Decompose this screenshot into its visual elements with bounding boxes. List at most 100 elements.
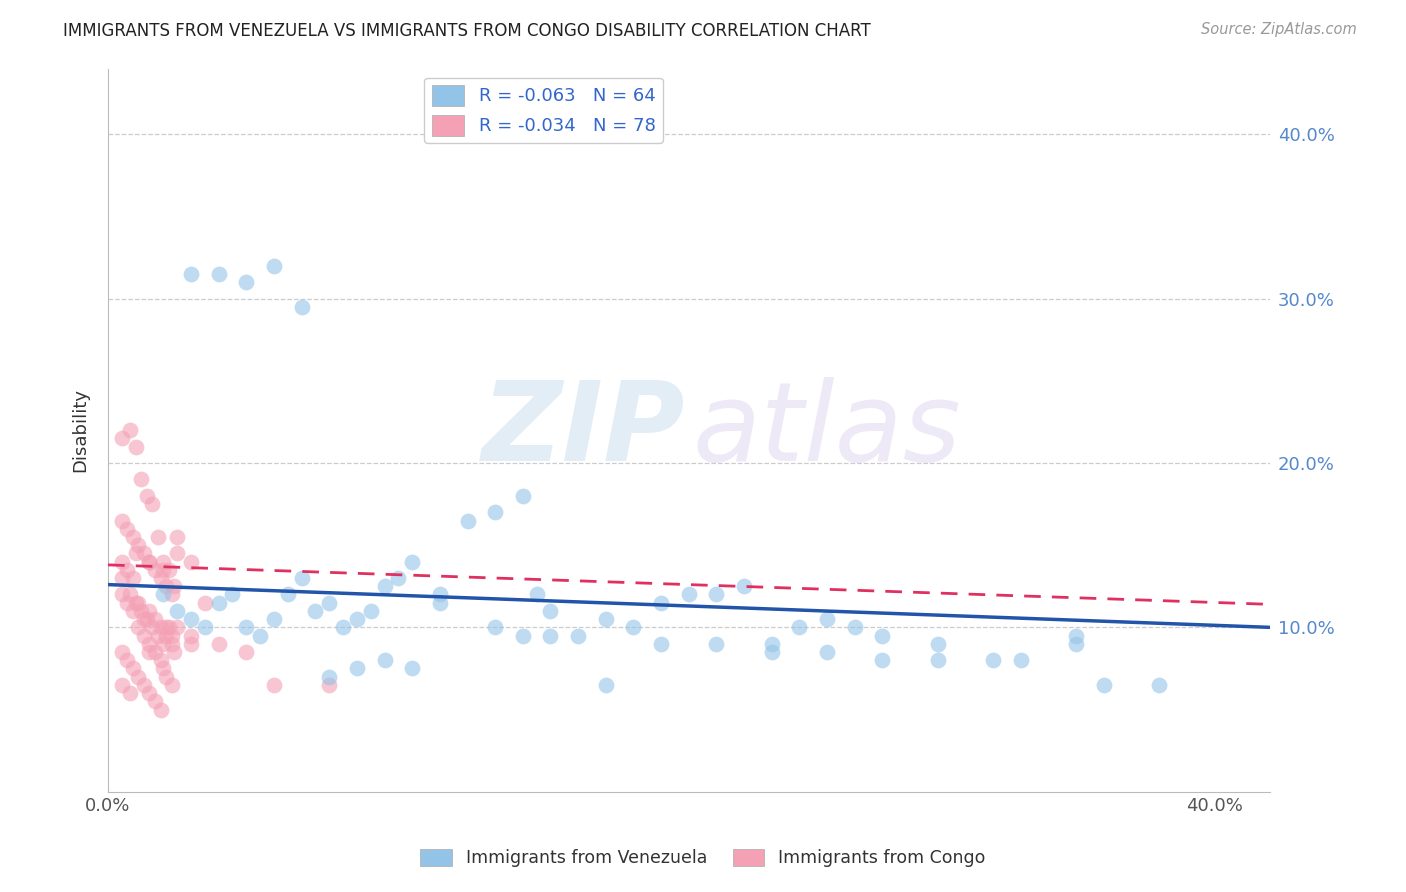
Point	[124, 440, 146, 454]
Point	[194, 620, 217, 634]
Point	[540, 629, 562, 643]
Point	[623, 620, 645, 634]
Point	[138, 604, 160, 618]
Point	[540, 604, 562, 618]
Point	[146, 629, 169, 643]
Y-axis label: Disability: Disability	[72, 388, 89, 472]
Point	[401, 661, 423, 675]
Point	[678, 587, 700, 601]
Point	[457, 514, 479, 528]
Point	[235, 645, 257, 659]
Point	[290, 571, 312, 585]
Point	[132, 629, 155, 643]
Point	[761, 645, 783, 659]
Point	[111, 571, 134, 585]
Point	[160, 637, 183, 651]
Point	[927, 653, 949, 667]
Legend: Immigrants from Venezuela, Immigrants from Congo: Immigrants from Venezuela, Immigrants fr…	[413, 842, 993, 874]
Point	[160, 629, 183, 643]
Point	[143, 645, 166, 659]
Point	[981, 653, 1004, 667]
Point	[235, 620, 257, 634]
Point	[318, 678, 340, 692]
Point	[512, 629, 534, 643]
Point	[160, 678, 183, 692]
Text: IMMIGRANTS FROM VENEZUELA VS IMMIGRANTS FROM CONGO DISABILITY CORRELATION CHART: IMMIGRANTS FROM VENEZUELA VS IMMIGRANTS …	[63, 22, 872, 40]
Point	[117, 563, 139, 577]
Point	[1064, 637, 1087, 651]
Point	[111, 645, 134, 659]
Point	[155, 629, 177, 643]
Point	[111, 431, 134, 445]
Point	[129, 604, 152, 618]
Point	[152, 563, 174, 577]
Point	[387, 571, 409, 585]
Point	[194, 596, 217, 610]
Point	[277, 587, 299, 601]
Point	[166, 546, 188, 560]
Point	[166, 620, 188, 634]
Point	[143, 694, 166, 708]
Point	[595, 612, 617, 626]
Point	[132, 612, 155, 626]
Point	[120, 587, 142, 601]
Point	[221, 587, 243, 601]
Point	[149, 620, 172, 634]
Point	[290, 300, 312, 314]
Point	[117, 653, 139, 667]
Point	[318, 670, 340, 684]
Point	[429, 596, 451, 610]
Point	[207, 596, 229, 610]
Point	[127, 620, 149, 634]
Point	[180, 555, 202, 569]
Point	[163, 579, 186, 593]
Point	[138, 555, 160, 569]
Point	[132, 546, 155, 560]
Point	[111, 514, 134, 528]
Point	[401, 555, 423, 569]
Point	[122, 571, 145, 585]
Point	[149, 571, 172, 585]
Point	[129, 472, 152, 486]
Point	[567, 629, 589, 643]
Point	[127, 596, 149, 610]
Point	[927, 637, 949, 651]
Legend: R = -0.063   N = 64, R = -0.034   N = 78: R = -0.063 N = 64, R = -0.034 N = 78	[425, 78, 662, 143]
Point	[1010, 653, 1032, 667]
Point	[249, 629, 271, 643]
Point	[706, 637, 728, 651]
Point	[160, 587, 183, 601]
Point	[163, 645, 186, 659]
Point	[143, 563, 166, 577]
Point	[141, 620, 163, 634]
Point	[872, 653, 894, 667]
Point	[1064, 629, 1087, 643]
Point	[650, 637, 672, 651]
Point	[122, 530, 145, 544]
Text: ZIP: ZIP	[482, 376, 685, 483]
Point	[512, 489, 534, 503]
Point	[207, 267, 229, 281]
Point	[152, 637, 174, 651]
Point	[180, 267, 202, 281]
Point	[124, 596, 146, 610]
Point	[124, 546, 146, 560]
Point	[207, 637, 229, 651]
Point	[127, 670, 149, 684]
Point	[146, 530, 169, 544]
Point	[815, 645, 838, 659]
Point	[360, 604, 382, 618]
Point	[484, 505, 506, 519]
Point	[235, 275, 257, 289]
Point	[152, 555, 174, 569]
Point	[346, 661, 368, 675]
Point	[484, 620, 506, 634]
Point	[761, 637, 783, 651]
Point	[374, 579, 396, 593]
Point	[733, 579, 755, 593]
Point	[135, 612, 157, 626]
Point	[132, 678, 155, 692]
Point	[166, 530, 188, 544]
Point	[304, 604, 326, 618]
Point	[138, 637, 160, 651]
